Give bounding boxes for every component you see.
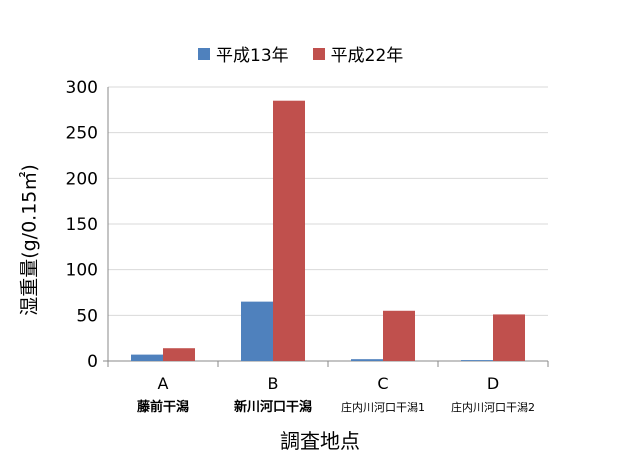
x-tick-label-b: B (268, 374, 279, 393)
bar-d-series-2 (493, 314, 525, 361)
bar-a-series-1 (131, 354, 163, 361)
x-tick-label-d: D (487, 374, 499, 393)
bar-b-series-1 (241, 301, 273, 361)
x-tick-sublabel-c: 庄内川河口干潟1 (341, 400, 425, 414)
y-tick-label-300: 300 (66, 78, 98, 98)
y-tick-label-200: 200 (66, 169, 98, 189)
y-tick-label-150: 150 (66, 215, 98, 235)
legend: 平成13年 平成22年 (198, 41, 403, 66)
legend-label-series-2: 平成22年 (330, 46, 404, 66)
y-tick-label-50: 50 (76, 306, 98, 326)
legend-swatch-series-1 (198, 47, 210, 60)
legend-label-series-1: 平成13年 (216, 46, 289, 66)
legend-swatch-series-2 (312, 47, 325, 60)
x-tick-sublabel-a: 藤前干潟 (137, 399, 189, 415)
y-tick-label-100: 100 (66, 261, 98, 281)
bar-a-series-2 (163, 348, 195, 361)
y-tick-label-250: 250 (66, 124, 98, 144)
x-axis-label: 調査地点 (280, 429, 360, 453)
bar-d-series-1 (461, 360, 493, 361)
x-tick-label-a: A (158, 374, 169, 393)
y-axis-label-text: 湿重量(g/0.15㎡) (18, 164, 41, 316)
x-tick-sublabel-b: 新川河口干潟 (234, 399, 312, 415)
legend-item-series-2: 平成22年 (312, 41, 404, 66)
bar-c-series-2 (383, 310, 415, 361)
bar-b-series-2 (273, 100, 305, 361)
x-tick-sublabel-d: 庄内川河口干潟2 (451, 400, 535, 414)
bar-c-series-1 (351, 359, 383, 361)
x-tick-label-c: C (377, 374, 388, 393)
y-tick-label-0: 0 (87, 352, 98, 372)
y-axis-label: 湿重量(g/0.15㎡) (18, 164, 41, 316)
legend-item-series-1: 平成13年 (198, 41, 289, 66)
